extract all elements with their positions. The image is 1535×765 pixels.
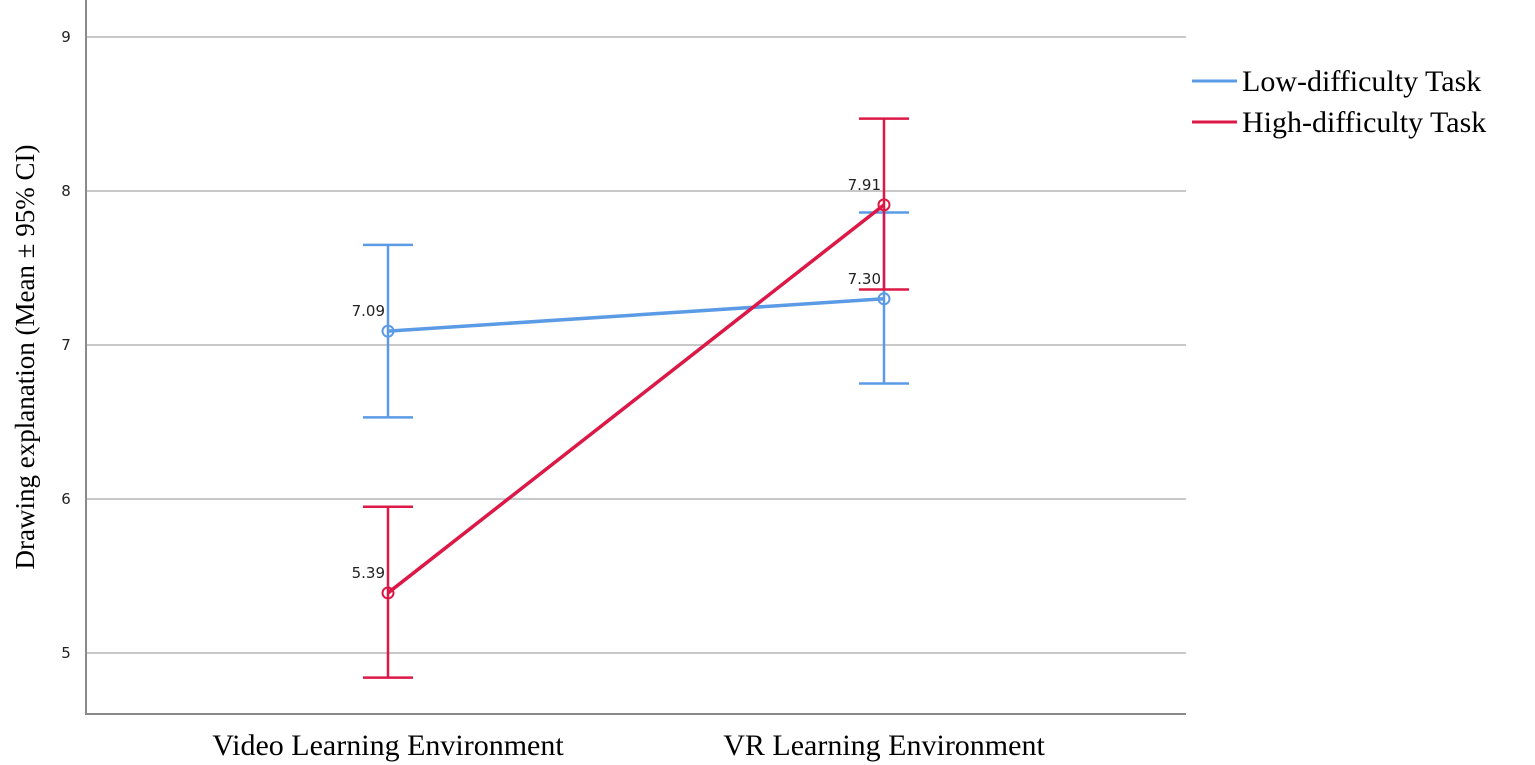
y-tick-label: 7 (61, 336, 71, 354)
legend-label: Low-difficulty Task (1242, 65, 1481, 98)
series-high-difficulty-task: 5.39 7.91 (352, 117, 909, 679)
series-low-difficulty-task: 7.09 7.30 (352, 211, 909, 419)
data-value-label: 7.30 (848, 270, 881, 288)
data-point-marker (877, 292, 891, 306)
data-value-label: 7.91 (848, 176, 881, 194)
y-tick-label: 5 (61, 644, 71, 662)
y-axis-title: Drawing explanation (Mean ± 95% CI) (10, 145, 40, 570)
axis-spine (85, 0, 1186, 715)
y-tick-label: 9 (61, 28, 71, 46)
legend: Low-difficulty Task High-difficulty Task (1192, 65, 1486, 139)
y-tick-label: 8 (61, 182, 71, 200)
data-value-label: 5.39 (352, 564, 385, 582)
x-axis-category-labels: Video Learning Environment VR Learning En… (212, 729, 1045, 762)
y-axis-ticks: 5 6 7 8 9 (61, 28, 71, 662)
error-bar (859, 117, 909, 291)
legend-item: Low-difficulty Task (1192, 65, 1481, 98)
series-line (386, 203, 886, 595)
series-line (387, 297, 885, 333)
series-group: 7.09 7.30 5.39 7.91 (352, 117, 909, 679)
y-tick-label: 6 (61, 490, 71, 508)
data-point-marker (381, 586, 395, 600)
data-point-marker (877, 198, 891, 212)
data-point-marker (381, 324, 395, 338)
axes (85, 0, 1186, 715)
legend-label: High-difficulty Task (1242, 106, 1486, 139)
x-category-label: Video Learning Environment (212, 729, 564, 762)
x-category-label: VR Learning Environment (723, 729, 1045, 762)
gridlines (86, 36, 1186, 654)
legend-item: High-difficulty Task (1192, 106, 1486, 139)
data-value-label: 7.09 (352, 302, 385, 320)
